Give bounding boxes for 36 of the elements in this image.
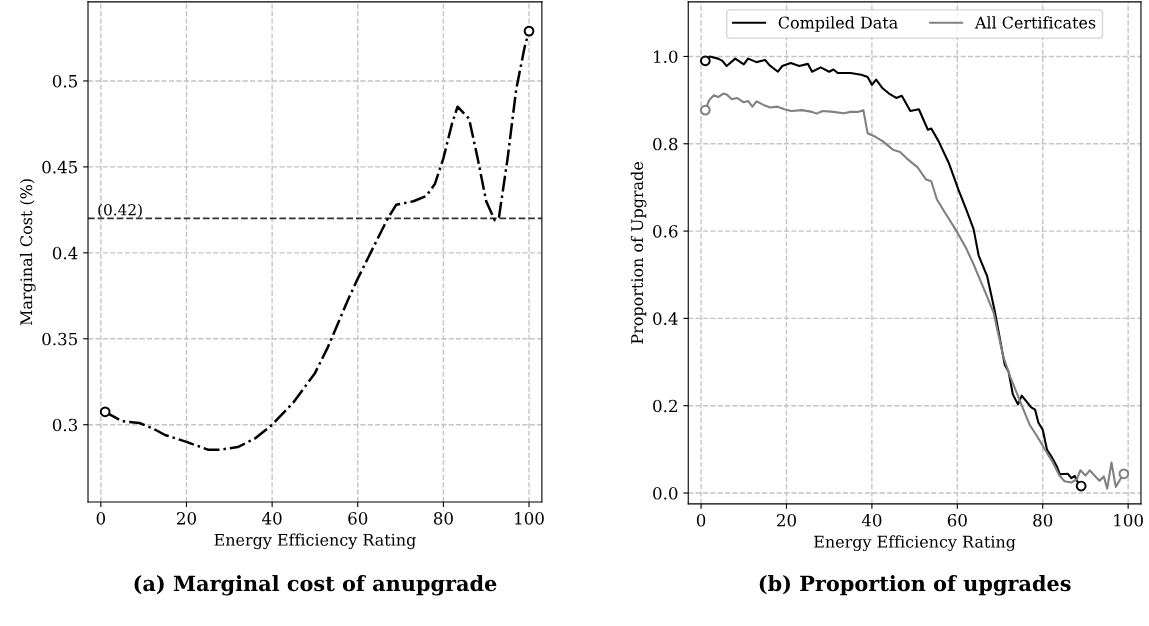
x-tick-label: 40 <box>861 513 882 527</box>
x-axis-title: Energy Efficiency Rating <box>214 533 416 550</box>
ref-line-label: (0.42) <box>98 203 142 218</box>
y-tick-label: 0.3 <box>52 418 78 432</box>
legend-label: All Certificates <box>974 16 1096 29</box>
y-tick-label: 0.6 <box>653 225 678 238</box>
x-tick-label: 100 <box>1114 513 1143 527</box>
x-tick-label: 60 <box>348 512 368 525</box>
y-axis-title: Proportion of Upgrade <box>630 162 647 344</box>
y-axis-title: Marginal Cost (%) <box>19 179 36 326</box>
x-tick-label: 0 <box>96 512 106 525</box>
point <box>699 55 711 67</box>
point <box>1118 468 1130 480</box>
point <box>1075 480 1087 492</box>
y-tick-label: 0.45 <box>42 160 78 174</box>
x-tick-label: 60 <box>947 513 967 527</box>
x-tick-label: 20 <box>177 512 196 525</box>
y-tick-label: 1.0 <box>654 50 678 64</box>
y-tick-label: 0.8 <box>653 137 678 151</box>
x-tick-label: 40 <box>262 512 282 525</box>
y-tick-label: 0.4 <box>52 246 78 260</box>
point <box>699 104 711 116</box>
legend-label: Compiled Data <box>778 16 898 32</box>
x-tick-label: 20 <box>777 513 796 527</box>
text: (b) Proportion of upgrades <box>759 575 1071 596</box>
x-tick-label: 80 <box>433 512 453 525</box>
y-tick-label: 0.2 <box>653 399 677 413</box>
y-tick-label: 0.5 <box>52 74 78 88</box>
x-axis-title: Energy Efficiency Rating <box>814 535 1016 552</box>
x-tick-label: 100 <box>515 512 544 525</box>
y-tick-label: 0.4 <box>653 312 678 325</box>
y-tick-label: 0.0 <box>653 486 678 500</box>
x-tick-label: 0 <box>696 513 706 527</box>
x-tick-label: 80 <box>1033 513 1053 527</box>
text: (a) Marginal cost of anupgrade <box>134 575 497 596</box>
y-tick-label: 0.35 <box>42 332 78 346</box>
